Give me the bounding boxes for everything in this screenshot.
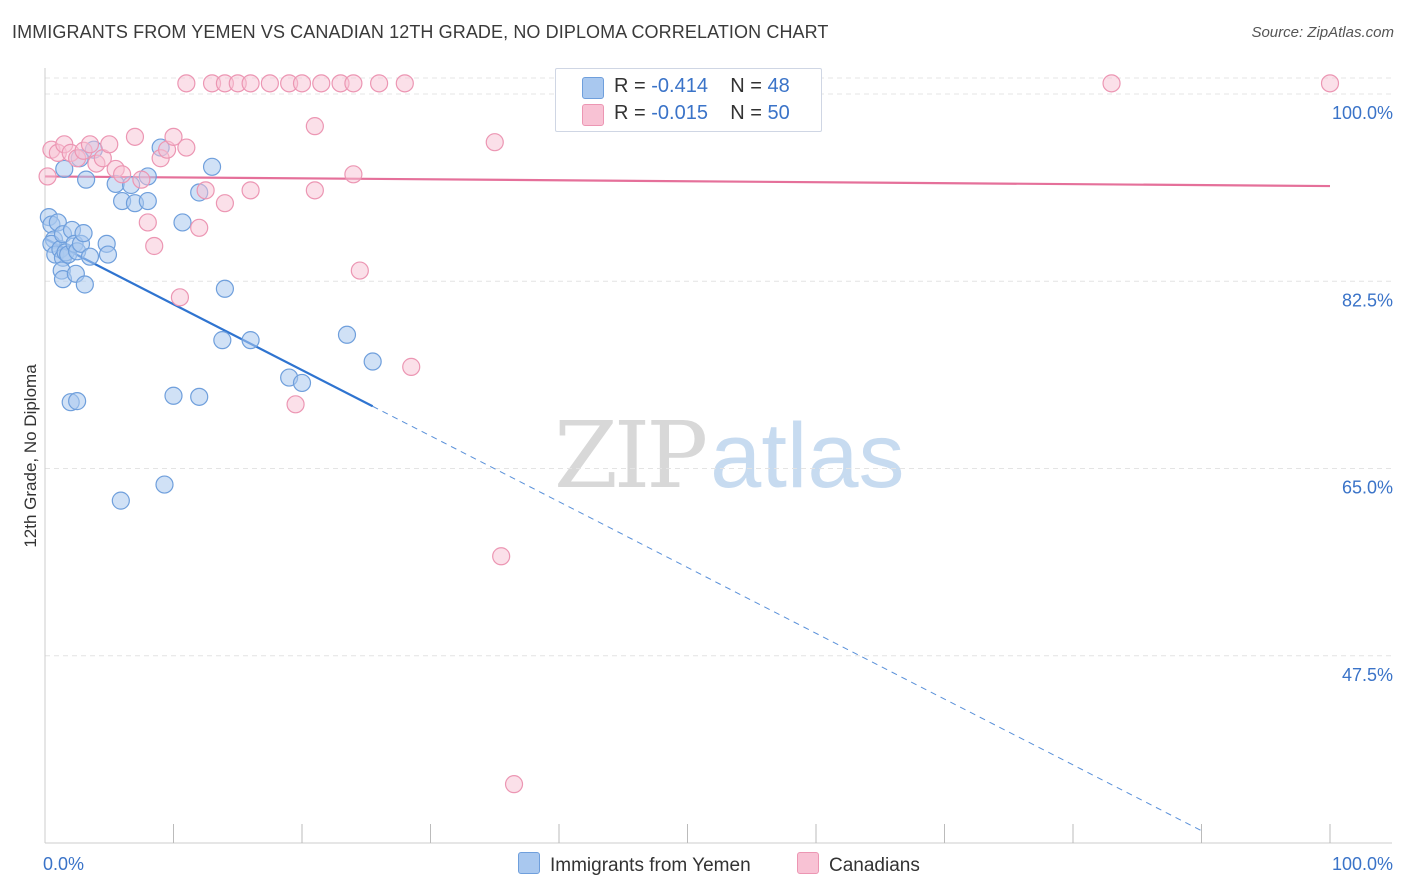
y-tick-label: 82.5% bbox=[1342, 290, 1393, 310]
point-immigrants-from-yemen bbox=[75, 275, 94, 294]
point-canadians bbox=[292, 74, 312, 93]
y-tick-label: 100.0% bbox=[1332, 103, 1393, 123]
point-canadians bbox=[370, 74, 389, 93]
point-canadians bbox=[190, 218, 209, 237]
legend-r-value-canadians: -0.015 bbox=[651, 102, 708, 124]
point-immigrants-from-yemen bbox=[213, 331, 232, 350]
chart-title: IMMIGRANTS FROM YEMEN VS CANADIAN 12TH G… bbox=[12, 22, 829, 42]
legend-n-label: N = bbox=[730, 102, 768, 124]
point-canadians bbox=[402, 357, 421, 376]
point-canadians bbox=[485, 133, 504, 152]
point-canadians bbox=[132, 170, 151, 189]
point-canadians bbox=[125, 127, 145, 146]
point-canadians bbox=[170, 288, 190, 307]
point-canadians bbox=[1102, 74, 1121, 93]
point-canadians bbox=[305, 181, 324, 200]
point-canadians bbox=[80, 135, 100, 154]
bottom-legend-label-yemen: Immigrants from Yemen bbox=[550, 855, 751, 876]
y-tick-label: 65.0% bbox=[1342, 478, 1393, 498]
gridlines bbox=[45, 77, 1392, 657]
legend-n-label: N = bbox=[730, 75, 768, 97]
point-immigrants-from-yemen bbox=[241, 331, 260, 350]
point-immigrants-from-yemen bbox=[164, 386, 183, 405]
point-canadians bbox=[344, 165, 363, 184]
point-immigrants-from-yemen bbox=[111, 491, 130, 510]
legend-swatch-yemen bbox=[582, 77, 604, 99]
point-canadians bbox=[100, 135, 119, 154]
point-canadians bbox=[504, 775, 524, 794]
bottom-legend-label-canadians: Canadians bbox=[829, 855, 920, 876]
point-canadians bbox=[260, 74, 279, 93]
point-canadians bbox=[196, 181, 215, 200]
point-canadians bbox=[241, 74, 260, 93]
legend-n-value-yemen: 48 bbox=[767, 75, 790, 97]
point-immigrants-from-yemen bbox=[68, 392, 87, 411]
bottom-legend-canadians: Canadians bbox=[797, 852, 920, 876]
point-canadians bbox=[344, 74, 363, 93]
point-immigrants-from-yemen bbox=[77, 170, 96, 189]
trend-line-yemen-solid bbox=[44, 237, 374, 408]
point-canadians bbox=[177, 138, 196, 157]
axes bbox=[44, 68, 1392, 844]
point-immigrants-from-yemen bbox=[215, 279, 234, 298]
legend-n-value-canadians: 50 bbox=[767, 102, 790, 124]
point-canadians bbox=[177, 74, 196, 93]
bottom-legend-yemen: Immigrants from Yemen bbox=[518, 852, 751, 876]
trend-lines bbox=[44, 175, 1331, 832]
point-canadians bbox=[215, 194, 234, 213]
legend-r-label: R = bbox=[614, 75, 652, 97]
point-canadians bbox=[312, 74, 331, 93]
legend-r-label: R = bbox=[614, 102, 652, 124]
point-canadians bbox=[395, 74, 414, 93]
point-immigrants-from-yemen bbox=[55, 159, 74, 179]
point-immigrants-from-yemen bbox=[138, 191, 157, 211]
point-immigrants-from-yemen bbox=[292, 373, 312, 393]
point-canadians bbox=[286, 395, 305, 414]
point-canadians bbox=[138, 213, 157, 232]
point-immigrants-from-yemen bbox=[80, 247, 100, 266]
point-immigrants-from-yemen bbox=[190, 387, 209, 406]
point-canadians bbox=[38, 167, 57, 186]
point-immigrants-from-yemen bbox=[202, 157, 222, 176]
point-immigrants-from-yemen bbox=[173, 213, 192, 232]
point-canadians bbox=[305, 117, 324, 136]
point-immigrants-from-yemen bbox=[337, 325, 357, 344]
point-canadians bbox=[241, 181, 260, 200]
point-canadians bbox=[164, 127, 183, 146]
legend-swatch-canadians bbox=[582, 104, 604, 126]
x-tick-label-min: 0.0% bbox=[43, 854, 84, 874]
point-canadians bbox=[145, 236, 164, 256]
source-label: Source: ZipAtlas.com bbox=[1251, 24, 1394, 41]
trend-line-yemen-dashed bbox=[372, 405, 1202, 832]
point-canadians bbox=[112, 165, 132, 184]
y-tick-label: 47.5% bbox=[1342, 665, 1393, 685]
legend-r-value-yemen: -0.414 bbox=[651, 75, 708, 97]
tick-labels: 100.0% 82.5% 65.0% 47.5% 0.0% 100.0% bbox=[43, 103, 1393, 874]
point-immigrants-from-yemen bbox=[74, 224, 93, 243]
point-immigrants-from-yemen bbox=[155, 475, 174, 494]
bottom-legend-swatch-yemen bbox=[518, 852, 540, 874]
data-points bbox=[38, 74, 1340, 794]
point-canadians bbox=[1320, 74, 1340, 93]
point-immigrants-from-yemen bbox=[98, 245, 118, 264]
bottom-legend-swatch-canadians bbox=[797, 852, 819, 874]
point-canadians bbox=[492, 547, 511, 566]
point-canadians bbox=[350, 261, 369, 280]
correlation-legend: R = -0.414 N = 48 R = -0.015 N = 50 bbox=[555, 68, 822, 132]
x-tick-label-max: 100.0% bbox=[1332, 854, 1393, 874]
trend-line-canadians bbox=[44, 175, 1331, 188]
point-immigrants-from-yemen bbox=[363, 352, 382, 371]
